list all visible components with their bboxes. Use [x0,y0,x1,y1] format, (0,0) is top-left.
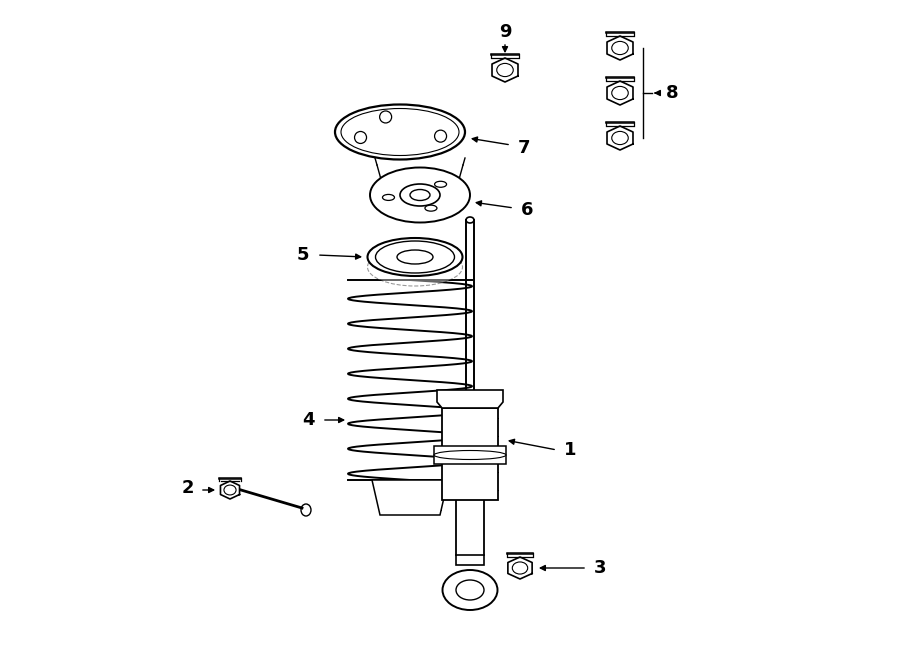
Text: 5: 5 [297,246,310,264]
Ellipse shape [612,132,628,145]
Text: 1: 1 [563,441,576,459]
Ellipse shape [335,104,465,159]
Ellipse shape [301,504,311,516]
Text: 7: 7 [518,139,530,157]
Ellipse shape [410,190,430,200]
Circle shape [380,111,392,123]
Polygon shape [442,408,498,500]
Ellipse shape [341,108,459,155]
Text: 3: 3 [594,559,607,577]
Ellipse shape [425,205,436,211]
Ellipse shape [612,42,628,55]
Ellipse shape [367,238,463,276]
Ellipse shape [370,167,470,223]
Ellipse shape [612,87,628,100]
Ellipse shape [443,570,498,610]
Bar [434,446,506,464]
Ellipse shape [512,562,527,574]
Polygon shape [372,480,448,515]
Ellipse shape [400,184,440,206]
Circle shape [355,132,366,143]
Ellipse shape [382,194,394,200]
Ellipse shape [497,63,513,77]
Polygon shape [437,390,503,408]
Ellipse shape [367,248,463,286]
Ellipse shape [466,217,474,223]
Circle shape [435,130,446,142]
Ellipse shape [375,241,454,273]
Ellipse shape [224,485,236,495]
Text: 8: 8 [666,84,679,102]
Text: 2: 2 [182,479,194,497]
Ellipse shape [456,580,484,600]
Ellipse shape [435,181,446,187]
Ellipse shape [397,250,433,264]
Polygon shape [456,555,484,565]
Text: 6: 6 [521,201,533,219]
Text: 4: 4 [302,411,314,429]
Ellipse shape [434,451,506,459]
Text: 9: 9 [499,23,511,41]
